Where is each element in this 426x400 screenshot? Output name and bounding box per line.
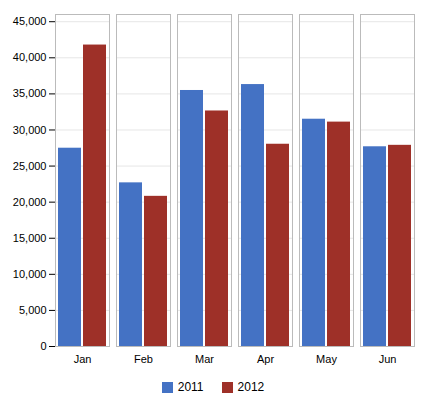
- svg-text:Mar: Mar: [195, 353, 214, 365]
- svg-text:5,000: 5,000: [19, 304, 47, 316]
- svg-text:40,000: 40,000: [13, 51, 47, 63]
- svg-text:10,000: 10,000: [13, 268, 47, 280]
- svg-text:45,000: 45,000: [13, 15, 47, 27]
- svg-text:15,000: 15,000: [13, 232, 47, 244]
- html-text:2012: 2012: [237, 380, 265, 394]
- svg-text:Apr: Apr: [257, 353, 274, 365]
- svg-text:35,000: 35,000: [13, 87, 47, 99]
- svg-text:25,000: 25,000: [13, 160, 47, 172]
- html-text:2011: 2011: [177, 380, 204, 394]
- svg-text:20,000: 20,000: [13, 196, 47, 208]
- svg-text:May: May: [316, 353, 337, 365]
- svg-text:Jan: Jan: [74, 353, 92, 365]
- svg-text:30,000: 30,000: [13, 123, 47, 135]
- svg-text:0: 0: [40, 340, 46, 352]
- svg-text:Feb: Feb: [134, 353, 153, 365]
- svg-text:Jun: Jun: [379, 353, 397, 365]
